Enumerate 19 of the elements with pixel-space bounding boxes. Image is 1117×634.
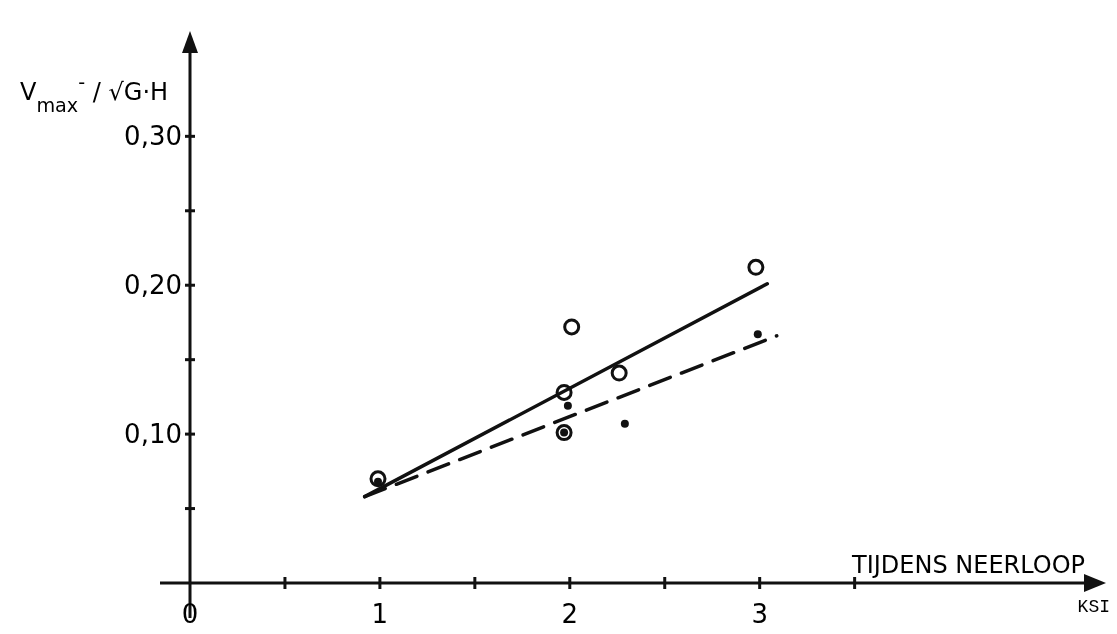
point: [753, 330, 762, 339]
point: [555, 383, 573, 401]
x-tick-label: 2: [561, 599, 579, 629]
x-tick-label: 1: [371, 599, 389, 629]
point: [563, 318, 581, 336]
point: [555, 424, 573, 442]
x-tick-label: 3: [751, 599, 768, 629]
y-axis-title: V$_{max}$$^{-}$ / √G·H: [20, 70, 169, 117]
annotation: TIJDENS NEERLOOP: [850, 551, 1085, 579]
y-tick-label: 0,20: [124, 270, 182, 301]
x-tick-label: 0: [181, 599, 199, 629]
y-tick-label: 0,10: [124, 419, 182, 450]
point: [610, 364, 628, 382]
x-axis-title: KSI: [1077, 597, 1110, 617]
point: [747, 258, 765, 276]
y-tick-label: 0,30: [124, 121, 182, 152]
point: [620, 419, 629, 428]
point: [369, 470, 387, 488]
point: [563, 401, 572, 410]
